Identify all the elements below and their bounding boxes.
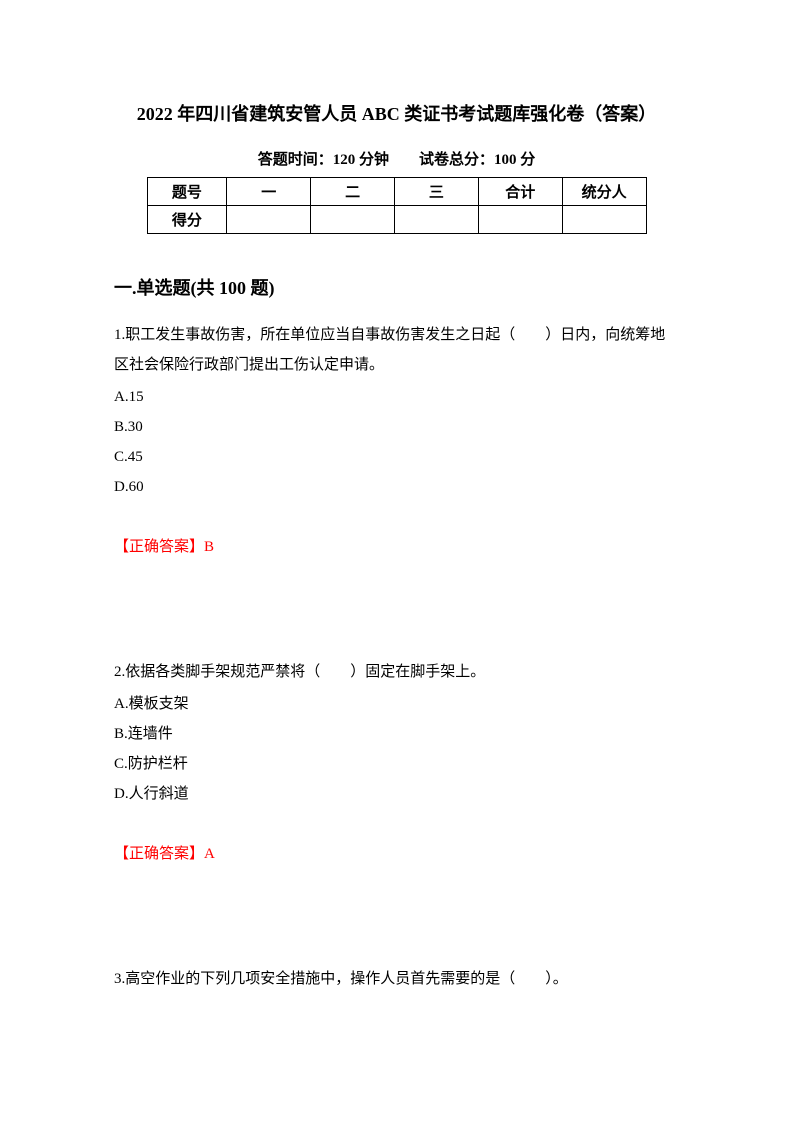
option: C.防护栏杆 bbox=[114, 749, 679, 779]
question-block: 2.依据各类脚手架规范严禁将（ ）固定在脚手架上。 A.模板支架 B.连墙件 C… bbox=[114, 657, 679, 869]
section-title: 一.单选题(共 100 题) bbox=[114, 274, 679, 300]
answer-label: 【正确答案】A bbox=[114, 839, 679, 869]
table-cell: 得分 bbox=[147, 206, 227, 234]
table-header-row: 题号 一 二 三 合计 统分人 bbox=[147, 178, 646, 206]
table-score-row: 得分 bbox=[147, 206, 646, 234]
table-cell bbox=[478, 206, 562, 234]
table-cell bbox=[562, 206, 646, 234]
option: B.30 bbox=[114, 412, 679, 442]
table-header-cell: 二 bbox=[311, 178, 395, 206]
table-cell bbox=[394, 206, 478, 234]
question-block: 3.高空作业的下列几项安全措施中，操作人员首先需要的是（ ）。 bbox=[114, 964, 679, 994]
option: C.45 bbox=[114, 442, 679, 472]
table-cell bbox=[227, 206, 311, 234]
table-header-cell: 三 bbox=[394, 178, 478, 206]
table-header-cell: 统分人 bbox=[562, 178, 646, 206]
table-header-cell: 一 bbox=[227, 178, 311, 206]
table-cell bbox=[311, 206, 395, 234]
answer-label: 【正确答案】B bbox=[114, 532, 679, 562]
option: B.连墙件 bbox=[114, 719, 679, 749]
table-header-cell: 题号 bbox=[147, 178, 227, 206]
question-text: 3.高空作业的下列几项安全措施中，操作人员首先需要的是（ ）。 bbox=[114, 964, 679, 994]
exam-info: 答题时间：120 分钟 试卷总分：100 分 bbox=[114, 148, 679, 169]
question-text: 2.依据各类脚手架规范严禁将（ ）固定在脚手架上。 bbox=[114, 657, 679, 687]
question-block: 1.职工发生事故伤害，所在单位应当自事故伤害发生之日起（ ）日内，向统筹地区社会… bbox=[114, 320, 679, 562]
option: D.人行斜道 bbox=[114, 779, 679, 809]
table-header-cell: 合计 bbox=[478, 178, 562, 206]
question-text: 1.职工发生事故伤害，所在单位应当自事故伤害发生之日起（ ）日内，向统筹地区社会… bbox=[114, 320, 679, 380]
score-table: 题号 一 二 三 合计 统分人 得分 bbox=[147, 177, 647, 234]
option: A.15 bbox=[114, 382, 679, 412]
option: A.模板支架 bbox=[114, 689, 679, 719]
document-title: 2022 年四川省建筑安管人员 ABC 类证书考试题库强化卷（答案） bbox=[114, 100, 679, 126]
option: D.60 bbox=[114, 472, 679, 502]
